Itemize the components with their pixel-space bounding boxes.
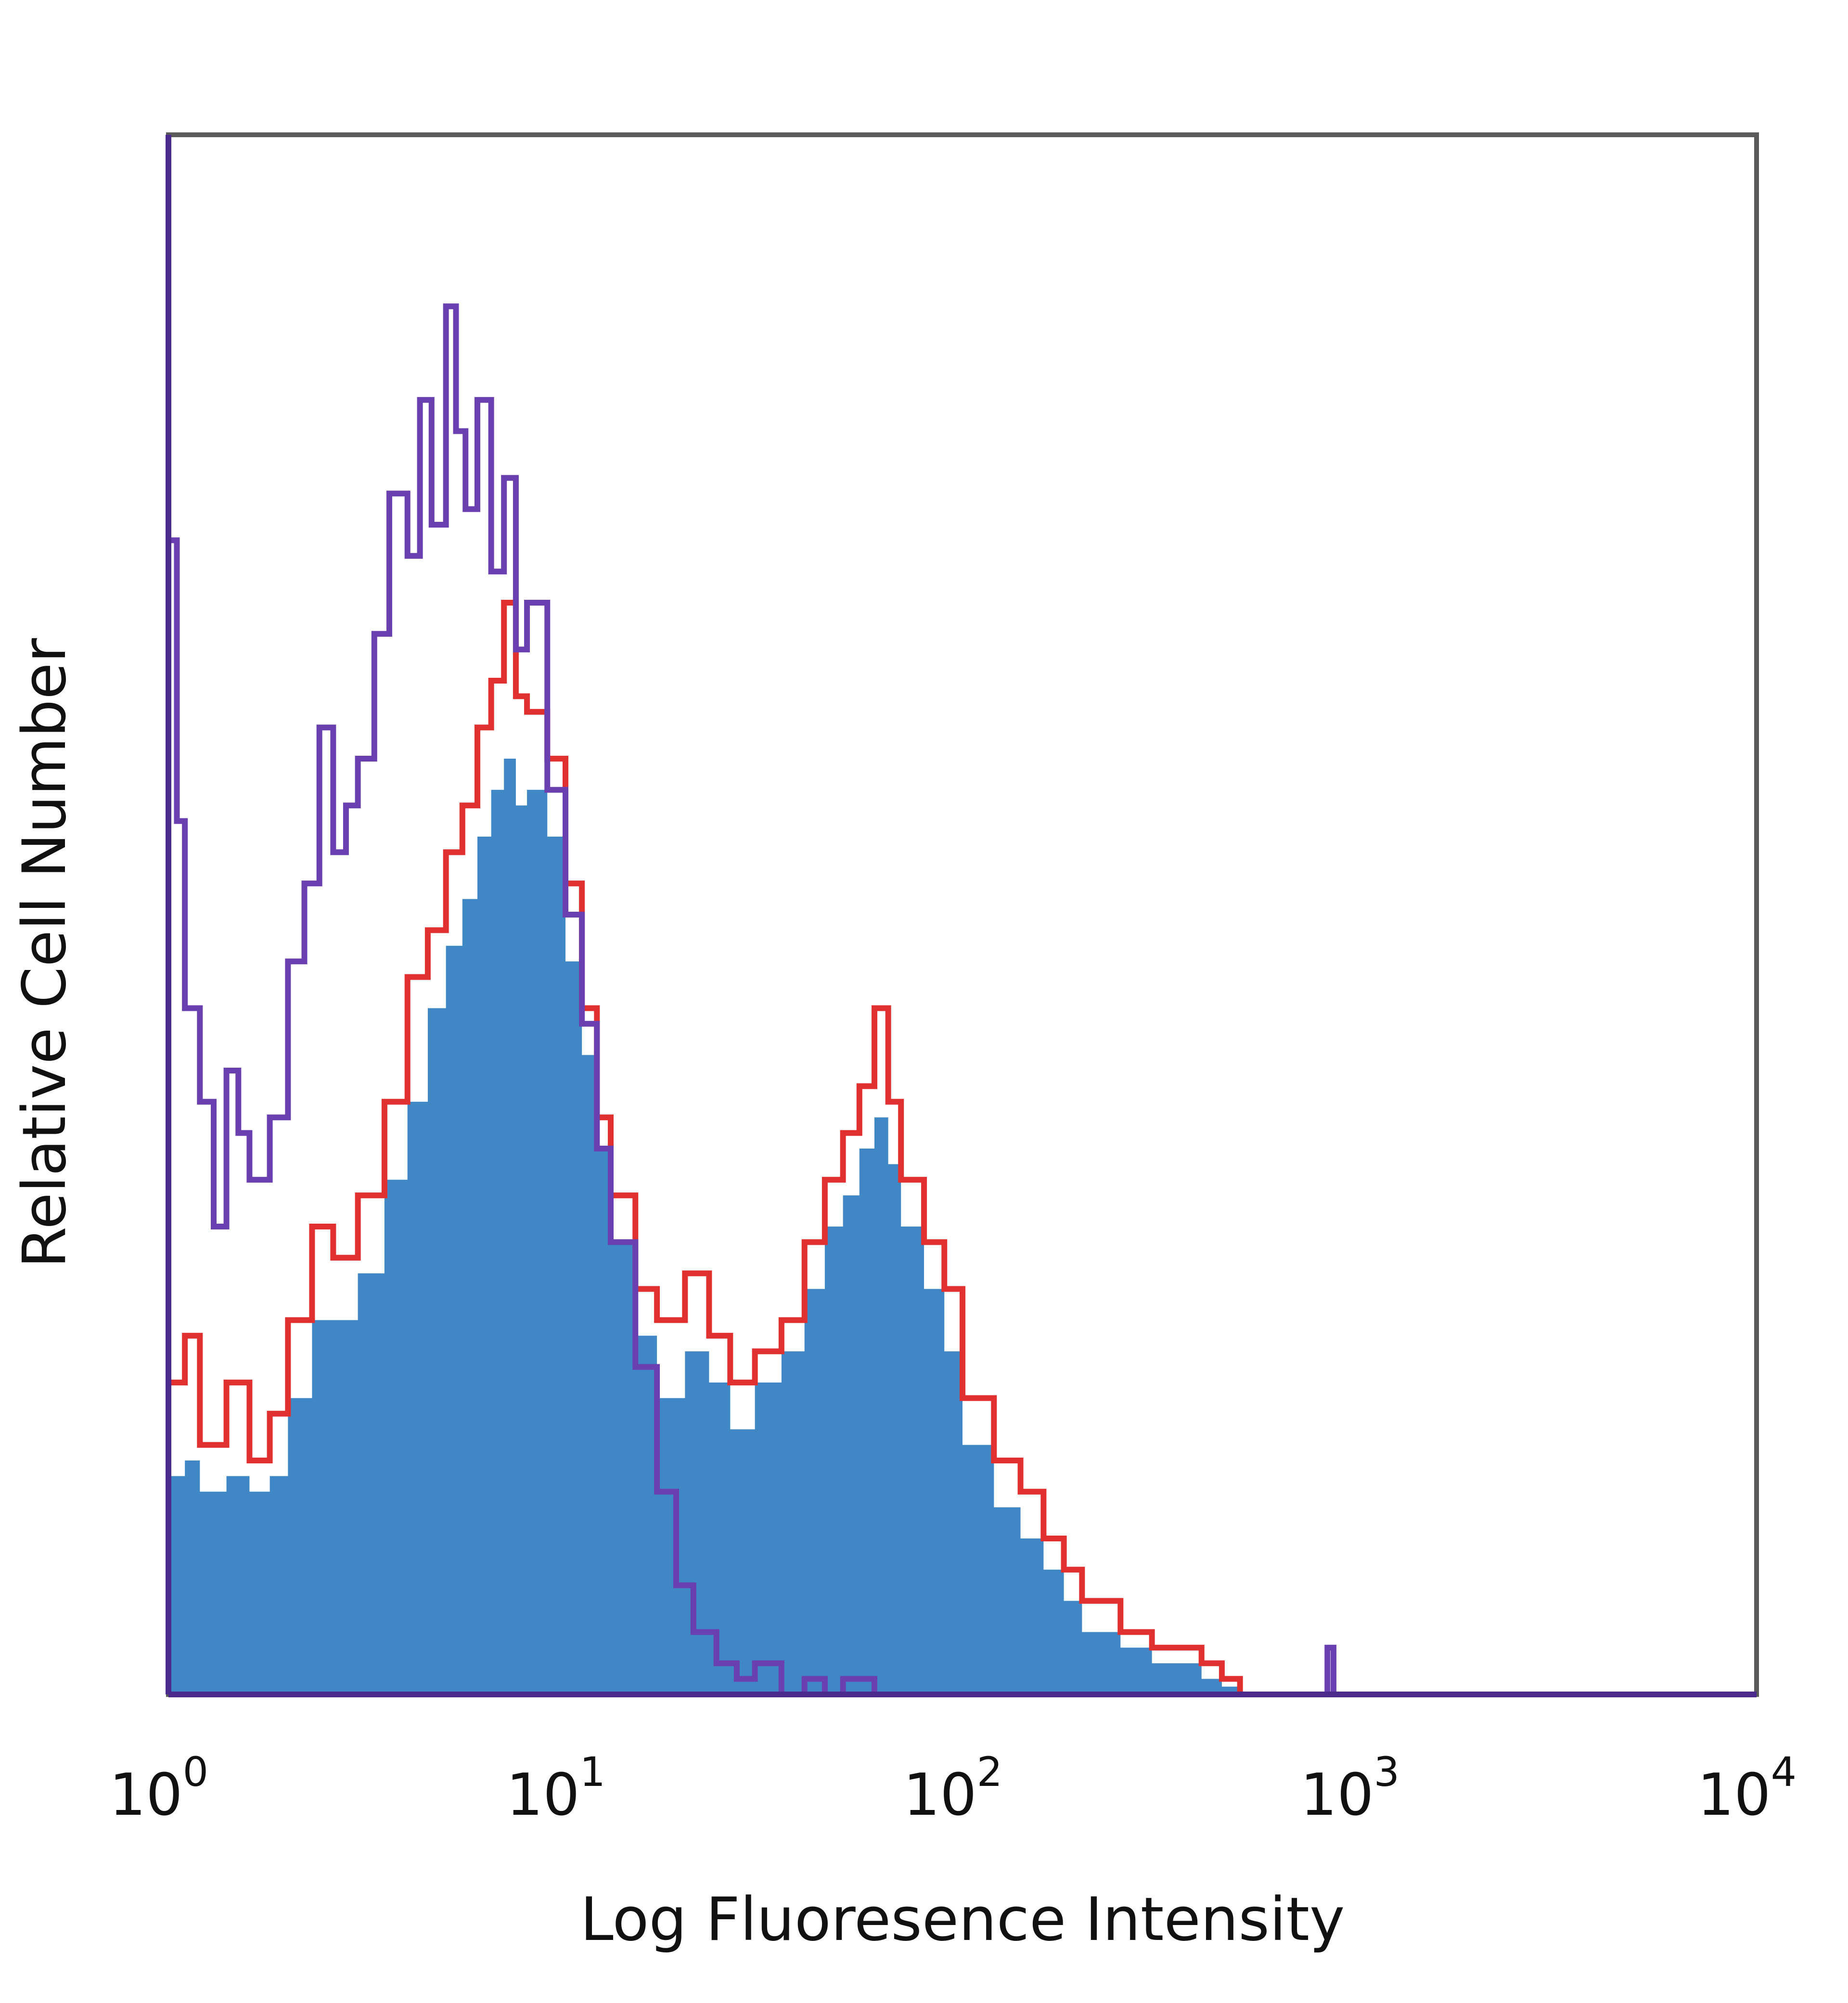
- histogram-series-filled: [168, 759, 1240, 1694]
- x-tick-labels: 100 101 102 103 104: [109, 1748, 1797, 1829]
- x-tick-label-4: 104: [1697, 1748, 1797, 1829]
- histogram-series-outline-2: [168, 303, 1757, 1697]
- histogram-series-outline-1: [168, 600, 1243, 1694]
- y-axis-label: Relative Cell Number: [10, 638, 79, 1268]
- x-tick-label-2: 102: [903, 1748, 1002, 1829]
- x-tick-label-0: 100: [109, 1748, 208, 1829]
- x-axis-label: Log Fluoresence Intensity: [580, 1885, 1345, 1954]
- series-layer: [168, 303, 1757, 1697]
- x-tick-label-1: 101: [506, 1748, 605, 1829]
- x-tick-label-3: 103: [1300, 1748, 1399, 1829]
